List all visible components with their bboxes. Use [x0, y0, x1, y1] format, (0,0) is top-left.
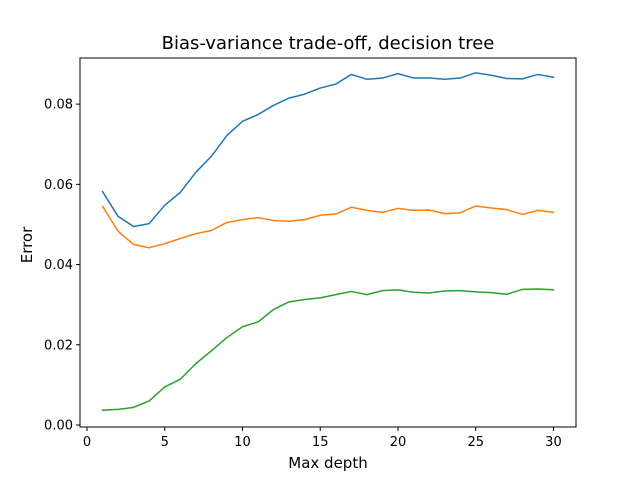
plot-area — [101, 72, 555, 411]
y-tick-label: 0.04 — [44, 258, 73, 273]
plot-frame — [79, 57, 577, 428]
y-tick-label: 0.08 — [44, 98, 73, 113]
x-axis: 0 5 10 15 20 25 30 — [83, 427, 562, 450]
chart-title: Bias-variance trade-off, decision tree — [162, 33, 495, 54]
x-tick-label: 25 — [467, 435, 484, 450]
series-2-line — [101, 205, 555, 249]
x-tick-label: 5 — [161, 435, 169, 450]
x-tick-label: 0 — [83, 435, 91, 450]
series-1-line — [101, 72, 555, 228]
x-tick-label: 10 — [234, 435, 251, 450]
y-tick-label: 0.00 — [44, 418, 73, 433]
x-tick-label: 20 — [390, 435, 407, 450]
series-3-line — [101, 288, 555, 411]
y-axis: 0.00 0.02 0.04 0.06 0.08 — [44, 98, 80, 433]
y-tick-label: 0.02 — [44, 338, 73, 353]
y-axis-label: Error — [18, 226, 36, 263]
x-axis-label: Max depth — [288, 454, 367, 472]
x-tick-label: 15 — [312, 435, 329, 450]
y-tick-label: 0.06 — [44, 178, 73, 193]
x-tick-label: 30 — [545, 435, 562, 450]
